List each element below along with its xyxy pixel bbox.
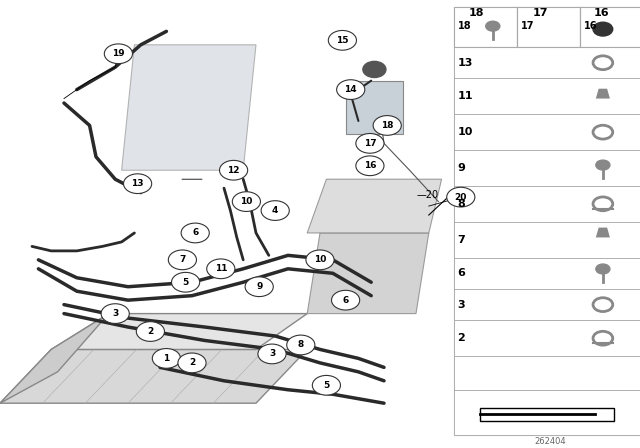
Circle shape (261, 201, 289, 220)
Text: 8: 8 (458, 199, 465, 209)
Polygon shape (346, 81, 403, 134)
Circle shape (104, 44, 132, 64)
Text: 16: 16 (364, 161, 376, 170)
Bar (517, 7, 580, 47)
Bar (454, 47, 640, 78)
Circle shape (220, 160, 248, 180)
Text: 12: 12 (227, 166, 240, 175)
Circle shape (306, 250, 334, 270)
Bar (454, 289, 640, 320)
Bar (454, 390, 640, 435)
Text: 7: 7 (458, 235, 465, 245)
Text: 10: 10 (314, 255, 326, 264)
Circle shape (363, 61, 386, 78)
Circle shape (337, 80, 365, 99)
Text: 11: 11 (458, 91, 473, 101)
Text: 9: 9 (256, 282, 262, 291)
Text: 18: 18 (458, 21, 471, 30)
Circle shape (172, 272, 200, 292)
Text: 13: 13 (131, 179, 144, 188)
Polygon shape (596, 228, 610, 237)
Text: 3: 3 (458, 300, 465, 310)
Text: 16: 16 (584, 21, 597, 30)
Text: 17: 17 (520, 21, 534, 30)
Circle shape (596, 160, 610, 170)
Text: 15: 15 (336, 36, 349, 45)
Bar (454, 320, 640, 356)
Bar (454, 186, 640, 222)
Text: 5: 5 (182, 278, 189, 287)
Text: 2: 2 (189, 358, 195, 367)
Polygon shape (122, 45, 256, 170)
Polygon shape (0, 314, 109, 403)
FancyBboxPatch shape (454, 7, 640, 435)
Polygon shape (307, 233, 429, 314)
Circle shape (593, 22, 612, 36)
Circle shape (486, 21, 500, 31)
Circle shape (181, 223, 209, 243)
Text: 17: 17 (364, 139, 376, 148)
Text: 2: 2 (147, 327, 154, 336)
Circle shape (332, 290, 360, 310)
Text: 1: 1 (163, 354, 170, 363)
Circle shape (124, 174, 152, 194)
Text: 14: 14 (344, 85, 357, 94)
Circle shape (312, 375, 340, 395)
Circle shape (245, 277, 273, 297)
Bar (454, 258, 640, 289)
Polygon shape (307, 179, 442, 233)
Text: 262404: 262404 (534, 437, 566, 446)
Circle shape (447, 187, 475, 207)
Circle shape (178, 353, 206, 373)
Polygon shape (596, 89, 610, 99)
Bar (454, 7, 517, 47)
Text: 18: 18 (469, 9, 484, 18)
Bar (454, 356, 640, 390)
Circle shape (328, 30, 356, 50)
Text: 3: 3 (112, 309, 118, 318)
Circle shape (152, 349, 180, 368)
Circle shape (373, 116, 401, 135)
Bar (454, 78, 640, 114)
Text: 8: 8 (298, 340, 304, 349)
Text: 10: 10 (458, 127, 473, 137)
Circle shape (168, 250, 196, 270)
Bar (454, 114, 640, 150)
Bar (454, 150, 640, 186)
Circle shape (101, 304, 129, 323)
Text: 18: 18 (381, 121, 394, 130)
Text: 5: 5 (323, 381, 330, 390)
Text: 13: 13 (458, 58, 473, 68)
Text: 6: 6 (192, 228, 198, 237)
Circle shape (356, 134, 384, 153)
Text: 16: 16 (594, 9, 609, 18)
Circle shape (596, 264, 610, 274)
Text: 3: 3 (269, 349, 275, 358)
Circle shape (136, 322, 164, 341)
Text: 4: 4 (272, 206, 278, 215)
Circle shape (258, 344, 286, 364)
Text: —20: —20 (416, 190, 438, 200)
Text: 10: 10 (240, 197, 253, 206)
Polygon shape (51, 314, 307, 349)
Circle shape (287, 335, 315, 355)
Bar (454, 222, 640, 258)
Text: 20: 20 (454, 193, 467, 202)
Polygon shape (0, 349, 307, 403)
Text: 2: 2 (458, 333, 465, 343)
Circle shape (232, 192, 260, 211)
Text: 6: 6 (342, 296, 349, 305)
Text: 19: 19 (112, 49, 125, 58)
Bar (580, 7, 640, 47)
Circle shape (356, 156, 384, 176)
Text: 17: 17 (532, 9, 548, 18)
Text: 7: 7 (179, 255, 186, 264)
Text: 9: 9 (458, 163, 465, 173)
Text: 11: 11 (214, 264, 227, 273)
Bar (454, 390, 640, 428)
Text: 6: 6 (458, 268, 465, 278)
Circle shape (207, 259, 235, 279)
